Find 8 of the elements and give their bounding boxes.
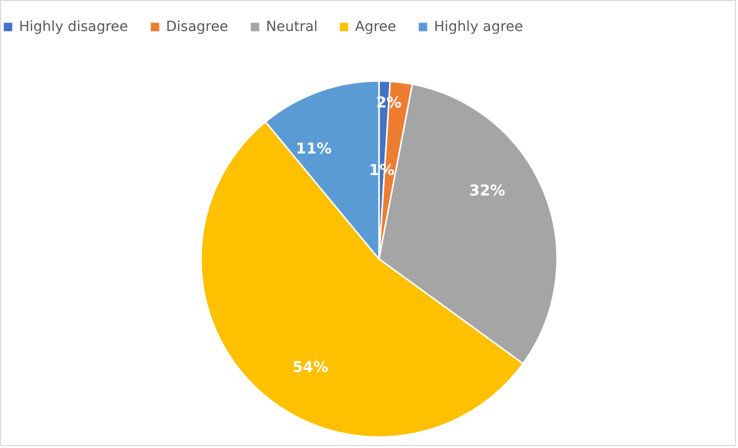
data-label: 54% bbox=[292, 358, 328, 376]
legend-label: Disagree bbox=[166, 19, 228, 35]
legend-label: Agree bbox=[355, 19, 396, 35]
legend-label: Highly disagree bbox=[19, 19, 128, 35]
legend-label: Neutral bbox=[266, 19, 318, 35]
legend-label: Highly agree bbox=[434, 19, 523, 35]
data-label: 32% bbox=[469, 181, 506, 200]
data-label: 11% bbox=[296, 140, 332, 158]
